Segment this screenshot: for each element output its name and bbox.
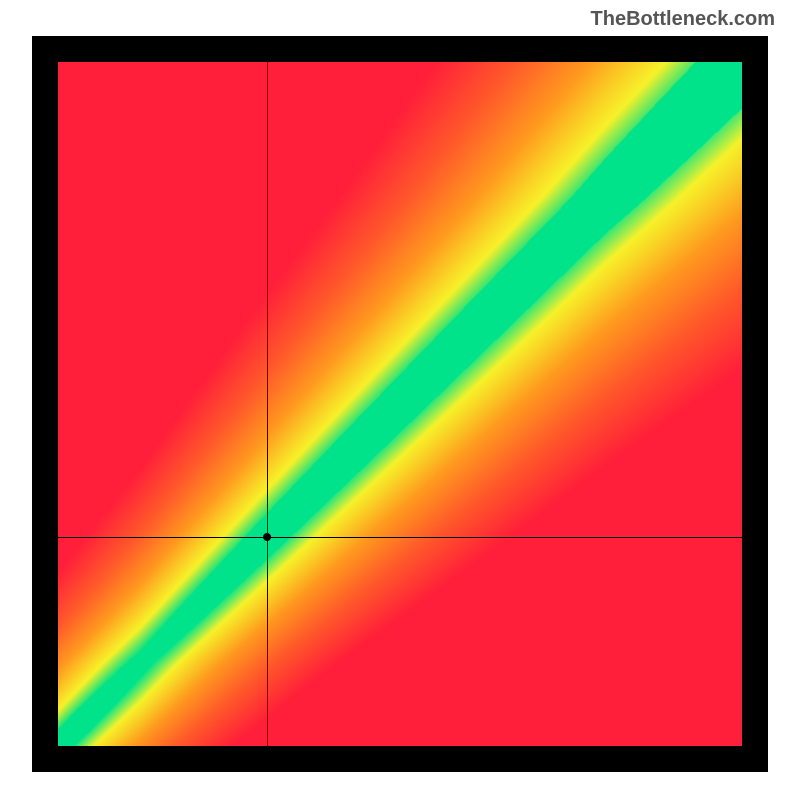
chart-container: TheBottleneck.com (0, 0, 800, 800)
watermark-label: TheBottleneck.com (591, 8, 775, 31)
crosshair-horizontal (58, 537, 742, 538)
crosshair-vertical (267, 62, 268, 746)
bottleneck-heatmap (58, 62, 742, 746)
plot-area (32, 36, 768, 772)
selection-marker (263, 533, 271, 541)
